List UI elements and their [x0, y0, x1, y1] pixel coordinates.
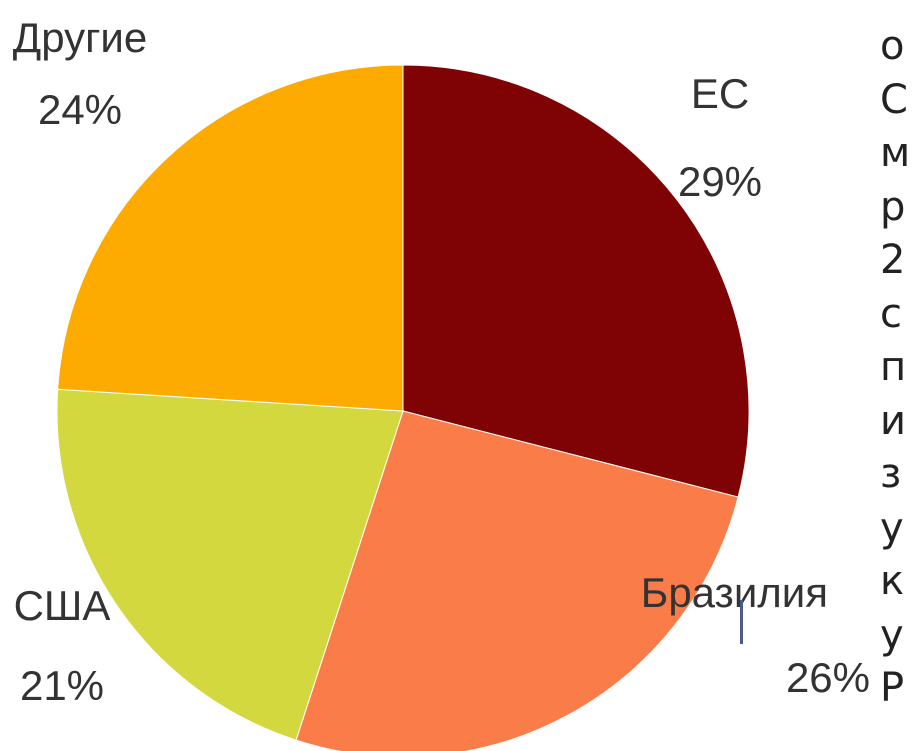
slice-name-label: Бразилия: [641, 569, 828, 616]
side-text-line: Р: [880, 665, 905, 711]
side-text-line: к: [880, 558, 905, 604]
slice-name-label: США: [14, 582, 111, 629]
pie-slice: [402, 64, 750, 498]
side-text-line: у: [880, 504, 904, 551]
slice-name-label: Другие: [13, 14, 147, 61]
side-text-line: С: [880, 76, 908, 123]
pie-slice: [57, 64, 404, 412]
side-text-line: с: [880, 290, 902, 337]
side-text-line: о: [880, 23, 905, 69]
slice-value-label: 21%: [20, 662, 104, 709]
slice-value-label: 29%: [678, 158, 762, 205]
slice-value-label: 24%: [38, 86, 122, 133]
side-text-line: и: [880, 397, 906, 444]
side-text-line: п: [880, 344, 907, 390]
side-text-line: р: [880, 183, 906, 230]
slice-name-label: ЕС: [691, 70, 749, 117]
pie-slice: [295, 410, 739, 751]
pie-slice: [56, 388, 404, 741]
side-text-line: у: [880, 611, 904, 658]
cropped-side-text: о С м р 2 с п и з у к у Р: [880, 20, 924, 716]
slice-value-label: 26%: [786, 654, 870, 701]
side-text-line: м: [880, 130, 911, 176]
pie-labels: ЕС 29% Бразилия 26% США 21% Другие 24%: [13, 14, 870, 709]
side-text-line: з: [880, 451, 902, 497]
side-text-line: 2: [880, 237, 906, 283]
cut-text-mark: [740, 600, 743, 644]
pie-slices: [56, 64, 750, 751]
